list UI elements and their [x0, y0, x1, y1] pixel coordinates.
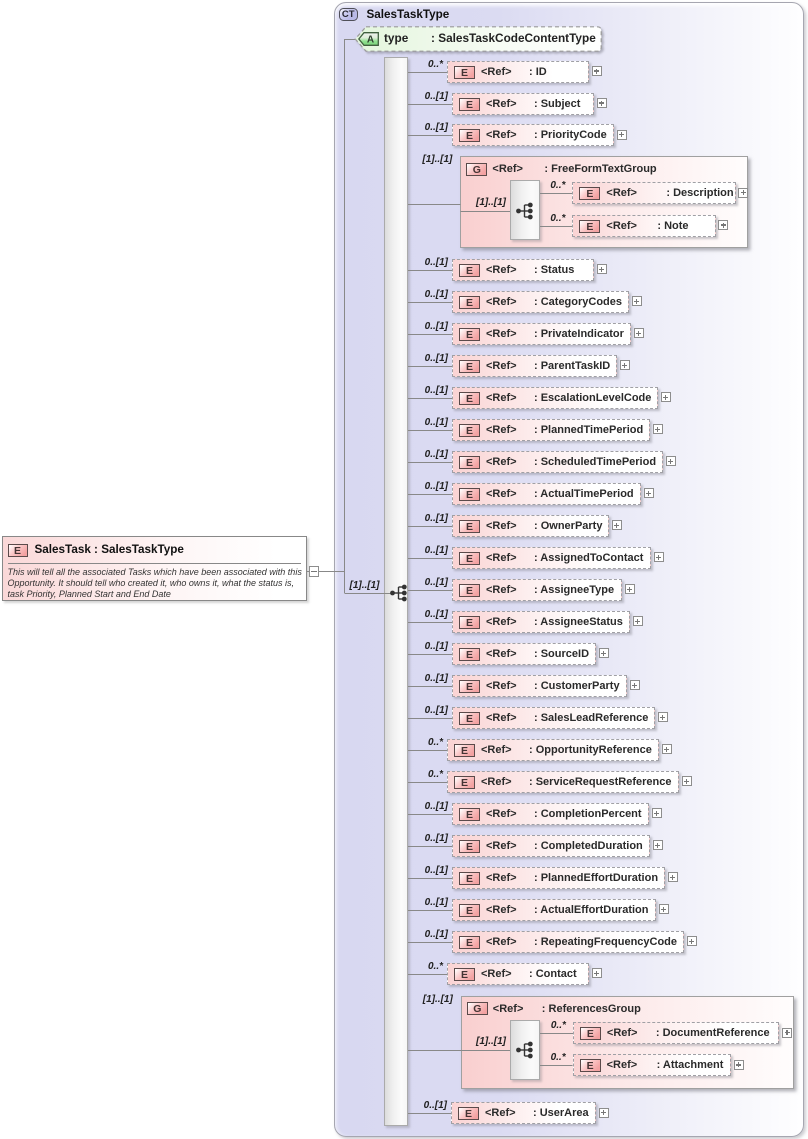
svg-text:A: A — [367, 35, 374, 46]
